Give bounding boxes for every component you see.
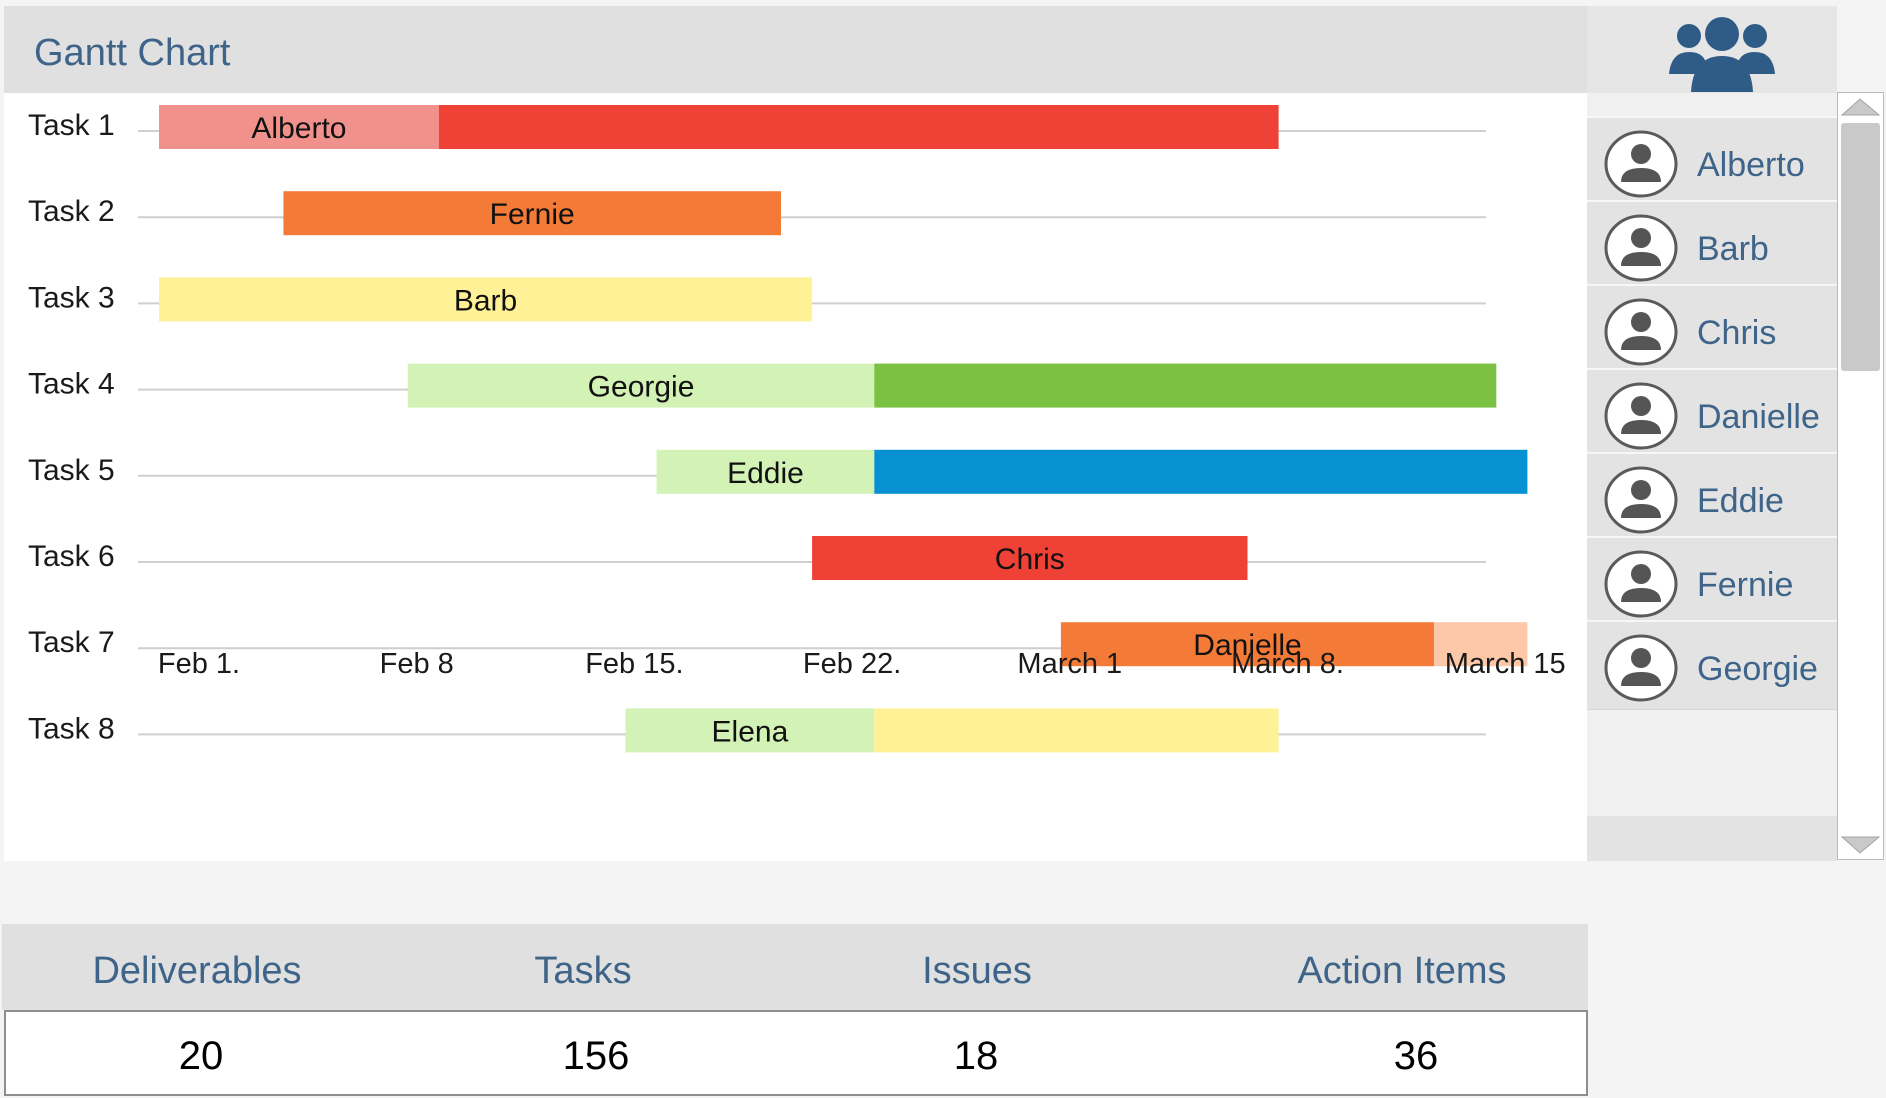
user-avatar-icon xyxy=(1604,214,1678,282)
stat-label-issues: Issues xyxy=(922,950,1032,992)
gantt-bar-owner-label: Barb xyxy=(454,284,517,317)
user-avatar-icon xyxy=(1604,298,1678,366)
gantt-bar-segment xyxy=(625,708,875,753)
gantt-chart-svg: Task 1 Alberto Task 2 Fernie Task 3 Barb Task … xyxy=(28,105,1566,753)
task-label: Task 7 xyxy=(28,626,115,659)
member-card-barb[interactable]: Barb xyxy=(1587,200,1837,290)
team-header xyxy=(1587,6,1837,93)
x-tick-label: Feb 1. xyxy=(158,648,240,680)
task-label: Task 8 xyxy=(28,712,115,745)
gantt-bar-owner-label: Eddie xyxy=(727,457,804,490)
member-list-partial-card xyxy=(1587,816,1837,861)
gantt-chart: Task 1 Alberto Task 2 Fernie Task 3 Barb Task … xyxy=(4,93,1587,861)
member-list-scrollbar[interactable] xyxy=(1837,92,1884,860)
task-label: Task 6 xyxy=(28,540,115,573)
x-tick-label: Feb 8 xyxy=(380,648,454,680)
x-tick-label: March 1 xyxy=(1017,648,1122,680)
stats-header: Deliverables Tasks Issues Action Items xyxy=(2,924,1588,1010)
team-icon[interactable] xyxy=(1667,14,1777,94)
gantt-bar-segment xyxy=(438,105,1279,149)
member-card-georgie[interactable]: Georgie xyxy=(1587,620,1837,710)
team-sidebar: Alberto Barb Chris Danielle xyxy=(1587,6,1837,861)
member-card-fernie[interactable]: Fernie xyxy=(1587,536,1837,626)
stat-value-deliverables: 20 xyxy=(178,1034,224,1078)
task-label: Task 5 xyxy=(28,454,115,487)
member-card-eddie[interactable]: Eddie xyxy=(1587,452,1837,542)
gantt-bar-segment xyxy=(159,277,813,322)
gantt-bar-owner-label: Danielle xyxy=(1193,629,1301,662)
stat-value-tasks: 156 xyxy=(562,1034,630,1078)
stat-label-deliverables: Deliverables xyxy=(92,950,302,992)
x-tick-label: March 15 xyxy=(1445,648,1566,680)
gantt-title: Gantt Chart xyxy=(34,32,231,74)
member-name: Eddie xyxy=(1697,482,1784,520)
member-card-alberto[interactable]: Alberto xyxy=(1587,116,1837,206)
gantt-header: Gantt Chart xyxy=(4,6,1587,93)
x-tick-label: Feb 15. xyxy=(585,648,683,680)
gantt-bar-segment xyxy=(874,708,1279,753)
gantt-bar-owner-label: Elena xyxy=(712,715,789,748)
gantt-bar-segment xyxy=(1060,622,1435,667)
member-card-danielle[interactable]: Danielle xyxy=(1587,368,1837,458)
gantt-bar-segment xyxy=(1434,622,1528,667)
gantt-bar-segment xyxy=(812,536,1248,580)
gantt-bar-segment xyxy=(874,449,1528,494)
x-tick-label: Feb 22. xyxy=(803,648,901,680)
x-tick-label: March 8. xyxy=(1231,648,1344,680)
stat-value-issues: 18 xyxy=(953,1034,999,1078)
member-name: Fernie xyxy=(1697,566,1794,604)
gantt-bar-owner-label: Chris xyxy=(995,543,1065,576)
member-card-chris[interactable]: Chris xyxy=(1587,284,1837,374)
task-label: Task 4 xyxy=(28,368,115,401)
stat-label-action-items: Action Items xyxy=(1297,950,1507,992)
user-avatar-icon xyxy=(1604,550,1678,618)
gantt-panel: Gantt Chart Task 1 Alberto Task 2 Fernie Tas… xyxy=(4,6,1587,861)
gantt-bar-owner-label: Alberto xyxy=(251,112,346,145)
user-avatar-icon xyxy=(1604,130,1678,198)
gantt-bar-segment xyxy=(159,105,439,149)
user-avatar-icon xyxy=(1604,382,1678,450)
gantt-bar-segment xyxy=(407,363,875,408)
gantt-bar-segment xyxy=(874,363,1497,408)
gantt-bar-owner-label: Georgie xyxy=(588,371,695,404)
task-label: Task 1 xyxy=(28,109,115,142)
scroll-up-arrow-icon[interactable] xyxy=(1838,93,1883,121)
member-name: Georgie xyxy=(1697,650,1818,688)
scroll-thumb[interactable] xyxy=(1841,123,1880,371)
user-avatar-icon xyxy=(1604,466,1678,534)
stats-values: 20 156 18 36 xyxy=(4,1010,1588,1096)
task-label: Task 3 xyxy=(28,281,115,314)
gantt-bar-segment xyxy=(656,449,875,494)
gantt-bar-owner-label: Fernie xyxy=(490,198,575,231)
member-name: Alberto xyxy=(1697,146,1805,184)
member-name: Barb xyxy=(1697,230,1769,268)
gantt-bar-segment xyxy=(283,191,781,236)
user-avatar-icon xyxy=(1604,634,1678,702)
task-label: Task 2 xyxy=(28,195,115,228)
stat-label-tasks: Tasks xyxy=(534,950,632,992)
scroll-down-arrow-icon[interactable] xyxy=(1838,831,1883,859)
member-name: Danielle xyxy=(1697,398,1820,436)
member-name: Chris xyxy=(1697,314,1777,352)
stat-value-action-items: 36 xyxy=(1393,1034,1439,1078)
